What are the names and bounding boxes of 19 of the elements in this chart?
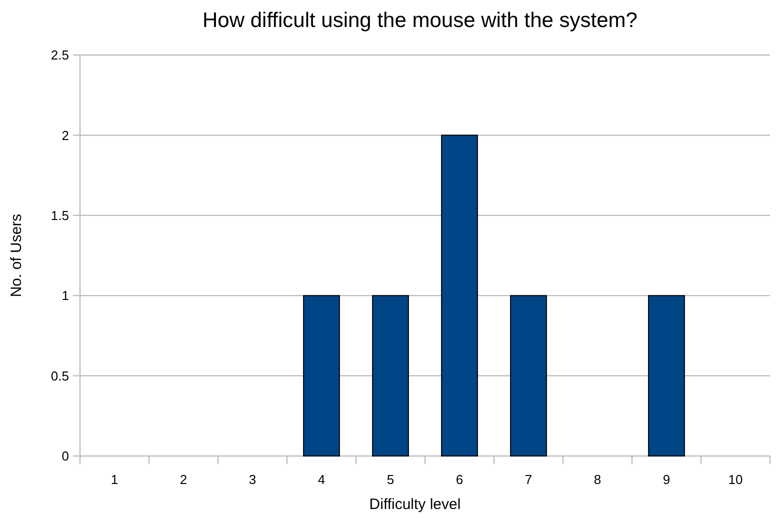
y-axis-title: No. of Users [8,214,25,298]
x-tick-label: 6 [456,472,464,487]
y-tick-label: 2 [62,128,69,143]
x-tick-label: 10 [728,472,743,487]
x-axis-title: Difficulty level [369,496,461,513]
y-tick-label: 1.5 [50,208,69,223]
x-tick-label: 3 [248,472,256,487]
chart-title: How difficult using the mouse with the system? [202,9,638,32]
x-tick-label: 2 [180,472,188,487]
y-tick-label: 2.5 [50,48,69,63]
x-tick-label: 8 [594,472,602,487]
x-tick-label: 5 [386,472,394,487]
y-tick-label: 1 [62,288,69,304]
y-tick-label: 0 [62,448,69,464]
x-tick-label: 1 [110,472,118,487]
x-tick-label: 9 [662,472,670,487]
x-tick-label: 4 [318,472,326,487]
x-tick-label: 7 [524,472,532,487]
y-tick-label: 0.5 [50,368,69,384]
